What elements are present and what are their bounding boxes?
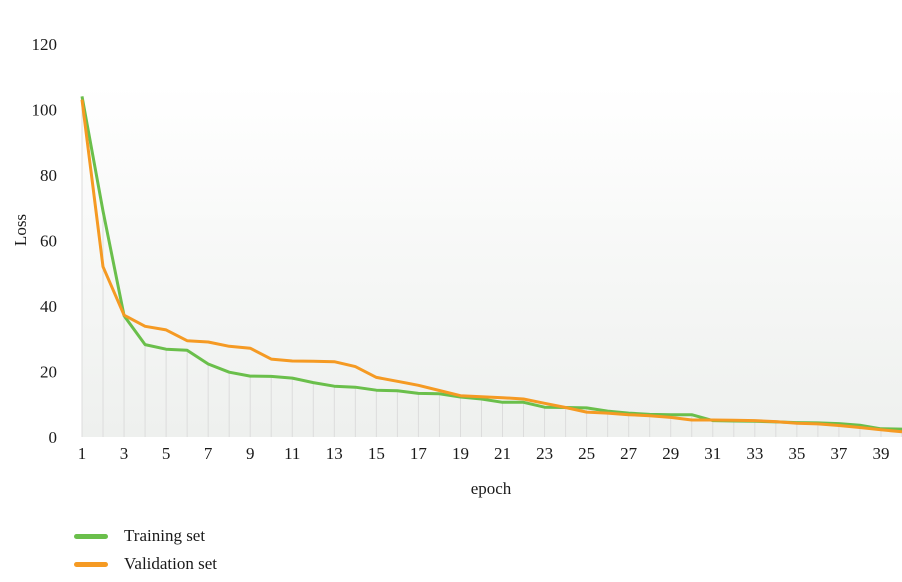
series-lines [80, 96, 902, 434]
legend-item-training[interactable]: Training set [74, 522, 217, 550]
validation-swatch [74, 561, 108, 567]
y-axis-title: Loss [11, 214, 30, 246]
x-tick-label: 27 [620, 444, 638, 463]
training-swatch [74, 533, 108, 539]
y-axis-ticks: 0 20 40 60 80 100 120 [32, 35, 58, 447]
x-tick-label: 35 [788, 444, 805, 463]
x-tick-label: 11 [284, 444, 300, 463]
y-tick-label: 60 [40, 232, 57, 251]
x-tick-label: 9 [246, 444, 255, 463]
x-tick-label: 3 [120, 444, 129, 463]
plot-area-background [82, 84, 902, 437]
legend-item-validation[interactable]: Validation set [74, 550, 217, 578]
x-axis-ticks: 1 3 5 7 9 11 13 15 17 19 21 23 25 27 29 31 33 35 37 39 [78, 444, 890, 463]
x-tick-label: 29 [662, 444, 679, 463]
x-tick-label: 5 [162, 444, 171, 463]
x-tick-label: 23 [536, 444, 553, 463]
y-tick-label: 40 [40, 297, 57, 316]
x-tick-label: 7 [204, 444, 213, 463]
y-tick-label: 80 [40, 166, 57, 185]
x-tick-label: 39 [872, 444, 889, 463]
validation-series-line [80, 99, 902, 434]
legend-label-training: Training set [124, 526, 206, 545]
x-axis-title: epoch [471, 479, 512, 498]
legend: Training set Validation set [74, 522, 217, 578]
y-tick-label: 100 [32, 101, 58, 120]
x-tick-label: 13 [326, 444, 343, 463]
x-tick-label: 21 [494, 444, 511, 463]
x-tick-label: 19 [452, 444, 469, 463]
y-tick-label: 20 [40, 363, 57, 382]
vertical-grid [81, 96, 902, 437]
x-tick-label: 15 [368, 444, 385, 463]
y-tick-label: 0 [49, 428, 58, 447]
x-tick-label: 17 [410, 444, 428, 463]
x-tick-label: 33 [746, 444, 763, 463]
x-tick-label: 1 [78, 444, 87, 463]
x-tick-label: 37 [830, 444, 848, 463]
x-tick-label: 25 [578, 444, 595, 463]
x-tick-label: 31 [704, 444, 721, 463]
legend-label-validation: Validation set [124, 554, 218, 573]
y-tick-label: 120 [32, 35, 58, 54]
